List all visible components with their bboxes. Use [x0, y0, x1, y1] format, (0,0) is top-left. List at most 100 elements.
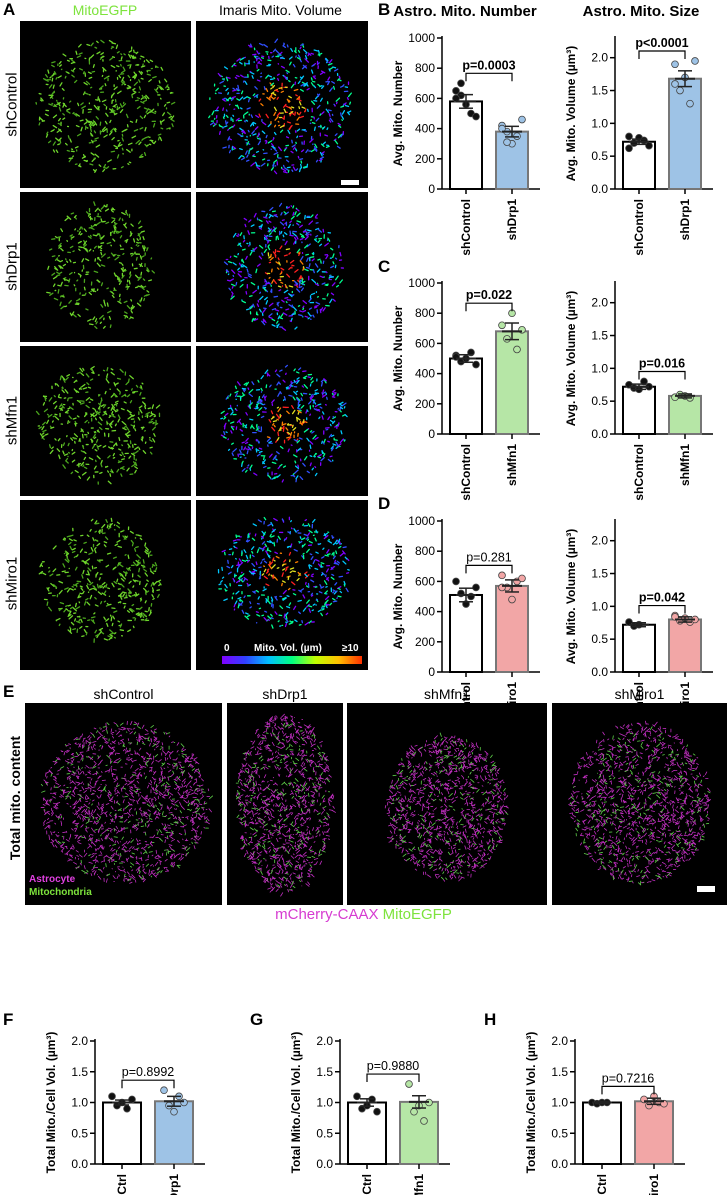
data-point [472, 583, 480, 592]
texture-stroke [94, 629, 98, 634]
texture-stroke [304, 54, 308, 60]
texture-stroke [310, 214, 314, 218]
texture-stroke [208, 808, 212, 813]
texture-stroke [47, 69, 50, 74]
texture-stroke [154, 788, 159, 792]
texture-stroke [231, 285, 234, 289]
texture-stroke [300, 83, 305, 87]
texture-stroke [90, 547, 94, 552]
texture-stroke [59, 813, 62, 816]
texture-stroke [149, 742, 151, 747]
texture-stroke [140, 271, 143, 276]
texture-stroke [189, 789, 194, 791]
texture-stroke [136, 97, 141, 100]
texture-stroke [299, 59, 303, 63]
texture-stroke [159, 748, 162, 750]
texture-stroke [270, 96, 275, 100]
texture-stroke [237, 603, 240, 609]
texture-stroke [153, 415, 157, 418]
texture-stroke [287, 223, 291, 229]
texture-stroke [154, 857, 159, 860]
texture-stroke [204, 816, 208, 820]
texture-stroke [191, 800, 196, 803]
texture-stroke [111, 410, 114, 415]
texture-stroke [288, 602, 292, 606]
texture-stroke [250, 71, 255, 75]
texture-stroke [87, 578, 91, 583]
texture-stroke [114, 813, 117, 817]
texture-stroke [296, 396, 301, 402]
texture-stroke [256, 79, 261, 82]
texture-stroke [105, 465, 109, 468]
data-point [503, 335, 511, 343]
texture-stroke [57, 284, 62, 287]
texture-stroke [195, 841, 199, 844]
texture-stroke [48, 798, 52, 802]
texture-stroke [292, 205, 295, 209]
texture-stroke [307, 317, 311, 320]
texture-stroke [193, 845, 196, 850]
texture-stroke [124, 315, 127, 319]
texture-stroke [79, 68, 84, 71]
texture-stroke [81, 786, 85, 791]
texture-stroke [324, 58, 329, 63]
texture-stroke [97, 828, 100, 833]
texture-stroke [62, 791, 67, 794]
texture-stroke [70, 757, 74, 760]
texture-stroke [125, 792, 129, 796]
texture-stroke [126, 467, 130, 472]
texture-stroke [64, 558, 70, 563]
texture-stroke [59, 265, 64, 269]
texture-stroke [124, 238, 129, 242]
texture-stroke [314, 213, 319, 218]
data-point [452, 577, 460, 586]
texture-stroke [110, 733, 114, 735]
texture-stroke [310, 579, 315, 583]
texture-stroke [104, 208, 110, 212]
texture-stroke [116, 578, 119, 583]
texture-stroke [132, 846, 135, 849]
texture-stroke [265, 570, 269, 574]
texture-stroke [193, 759, 197, 762]
y-tick-label: 200 [415, 397, 435, 411]
texture-stroke [134, 750, 136, 754]
texture-stroke [95, 771, 98, 776]
texture-stroke [279, 272, 283, 275]
texture-stroke [287, 531, 292, 534]
texture-stroke [167, 817, 171, 820]
texture-stroke [319, 275, 324, 279]
texture-stroke [115, 524, 121, 529]
texture-stroke [131, 852, 135, 855]
texture-stroke [98, 402, 102, 407]
texture-stroke [62, 263, 67, 267]
texture-stroke [95, 821, 100, 825]
texture-stroke [305, 410, 308, 414]
texture-stroke [137, 220, 142, 225]
texture-stroke [265, 583, 270, 587]
texture-stroke [68, 858, 73, 861]
texture-stroke [105, 764, 108, 767]
texture-stroke [66, 374, 71, 377]
texture-stroke [83, 790, 87, 794]
texture-stroke [46, 601, 49, 606]
texture-stroke [261, 558, 265, 561]
texture-stroke [258, 396, 261, 401]
texture-stroke [96, 634, 99, 639]
texture-stroke [236, 89, 240, 92]
texture-stroke [82, 464, 85, 468]
texture-stroke [257, 596, 260, 600]
texture-stroke [102, 786, 106, 792]
texture-stroke [53, 792, 57, 796]
texture-stroke [142, 559, 145, 564]
texture-stroke [238, 61, 243, 65]
texture-stroke [53, 761, 58, 765]
texture-stroke [323, 534, 329, 540]
texture-stroke [191, 828, 195, 832]
texture-stroke [147, 736, 150, 741]
texture-stroke [77, 808, 80, 812]
texture-stroke [92, 316, 96, 321]
texture-stroke [78, 743, 81, 748]
texture-stroke [196, 770, 198, 773]
texture-stroke [119, 629, 125, 632]
texture-stroke [159, 86, 164, 91]
